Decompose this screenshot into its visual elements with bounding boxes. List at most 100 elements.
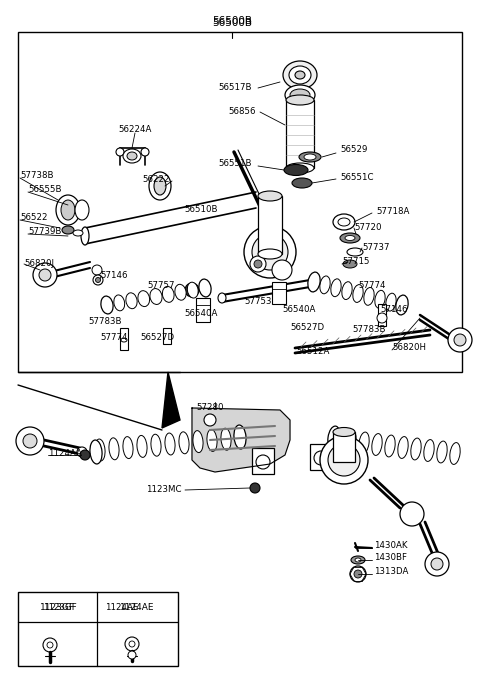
- Ellipse shape: [372, 434, 382, 456]
- Text: 56820J: 56820J: [24, 258, 54, 267]
- Ellipse shape: [114, 295, 125, 311]
- Text: 1123GF: 1123GF: [39, 602, 74, 612]
- Ellipse shape: [283, 61, 317, 89]
- Text: 57146: 57146: [100, 271, 128, 280]
- Ellipse shape: [342, 282, 352, 299]
- Ellipse shape: [398, 436, 408, 458]
- Ellipse shape: [90, 440, 102, 464]
- Bar: [163, 328, 171, 344]
- Ellipse shape: [151, 434, 161, 456]
- Ellipse shape: [56, 195, 80, 225]
- Ellipse shape: [295, 71, 305, 79]
- Text: 56527D: 56527D: [290, 323, 324, 333]
- Ellipse shape: [355, 558, 361, 562]
- Ellipse shape: [450, 443, 460, 464]
- Ellipse shape: [81, 227, 89, 245]
- Ellipse shape: [364, 288, 374, 306]
- Ellipse shape: [102, 297, 112, 313]
- Text: 57718A: 57718A: [376, 207, 409, 216]
- Ellipse shape: [292, 178, 312, 188]
- Ellipse shape: [333, 428, 355, 436]
- Text: 56222: 56222: [143, 175, 170, 185]
- Bar: [378, 304, 386, 326]
- Circle shape: [47, 642, 53, 648]
- Polygon shape: [162, 372, 180, 428]
- Ellipse shape: [258, 249, 282, 259]
- Circle shape: [77, 447, 87, 457]
- Circle shape: [250, 483, 260, 493]
- Ellipse shape: [218, 293, 226, 303]
- Ellipse shape: [289, 66, 311, 84]
- Circle shape: [256, 455, 270, 469]
- Ellipse shape: [61, 200, 75, 220]
- Polygon shape: [192, 408, 290, 472]
- Ellipse shape: [333, 214, 355, 230]
- Text: 56500B: 56500B: [212, 16, 252, 26]
- Ellipse shape: [338, 218, 350, 226]
- Ellipse shape: [73, 230, 83, 236]
- Ellipse shape: [137, 435, 147, 458]
- Circle shape: [93, 275, 103, 285]
- Circle shape: [350, 566, 366, 582]
- Ellipse shape: [437, 441, 447, 463]
- Text: 57783B: 57783B: [88, 318, 121, 327]
- Bar: [272, 282, 286, 304]
- Text: 56522: 56522: [20, 213, 48, 222]
- Circle shape: [254, 260, 262, 268]
- Text: 56540A: 56540A: [185, 310, 218, 318]
- Circle shape: [39, 269, 51, 281]
- Text: 57715: 57715: [342, 258, 370, 267]
- Circle shape: [33, 263, 57, 287]
- Text: 1430BF: 1430BF: [374, 554, 407, 563]
- Ellipse shape: [154, 177, 166, 195]
- Ellipse shape: [385, 435, 395, 457]
- Bar: [310, 444, 332, 470]
- Ellipse shape: [328, 426, 340, 450]
- Circle shape: [116, 148, 124, 156]
- Ellipse shape: [397, 296, 407, 314]
- Text: 57774: 57774: [100, 333, 128, 342]
- Circle shape: [244, 226, 296, 278]
- Ellipse shape: [290, 89, 310, 101]
- Ellipse shape: [62, 226, 74, 234]
- Text: 56527D: 56527D: [140, 333, 174, 342]
- Ellipse shape: [221, 428, 231, 450]
- Circle shape: [448, 328, 472, 352]
- Circle shape: [431, 558, 443, 570]
- Circle shape: [320, 436, 368, 484]
- Ellipse shape: [333, 429, 343, 451]
- Bar: [286, 100, 314, 168]
- Ellipse shape: [320, 276, 330, 294]
- Text: 56551C: 56551C: [340, 173, 373, 181]
- Ellipse shape: [175, 284, 186, 300]
- Ellipse shape: [199, 279, 211, 297]
- Text: 56820H: 56820H: [392, 344, 426, 353]
- Ellipse shape: [187, 282, 198, 298]
- Ellipse shape: [359, 432, 369, 454]
- Text: 1313DA: 1313DA: [374, 567, 408, 576]
- Ellipse shape: [75, 200, 89, 220]
- Ellipse shape: [150, 288, 162, 304]
- Ellipse shape: [258, 191, 282, 201]
- Ellipse shape: [347, 248, 363, 256]
- Text: 57737: 57737: [362, 243, 389, 252]
- Ellipse shape: [309, 273, 319, 291]
- Circle shape: [80, 450, 90, 460]
- Text: 56551B: 56551B: [218, 160, 252, 168]
- Bar: [120, 328, 128, 350]
- Circle shape: [185, 283, 199, 297]
- Circle shape: [454, 334, 466, 346]
- Circle shape: [252, 234, 288, 270]
- Text: 56500B: 56500B: [212, 18, 252, 28]
- Ellipse shape: [193, 430, 203, 453]
- Circle shape: [43, 638, 57, 652]
- Text: 57783B: 57783B: [352, 325, 385, 334]
- Ellipse shape: [345, 235, 355, 241]
- Circle shape: [16, 427, 44, 455]
- Circle shape: [96, 278, 100, 282]
- Bar: [333, 432, 355, 462]
- Circle shape: [141, 148, 149, 156]
- Text: 56540A: 56540A: [282, 306, 315, 314]
- Bar: [18, 32, 462, 372]
- Text: 56510B: 56510B: [184, 205, 218, 215]
